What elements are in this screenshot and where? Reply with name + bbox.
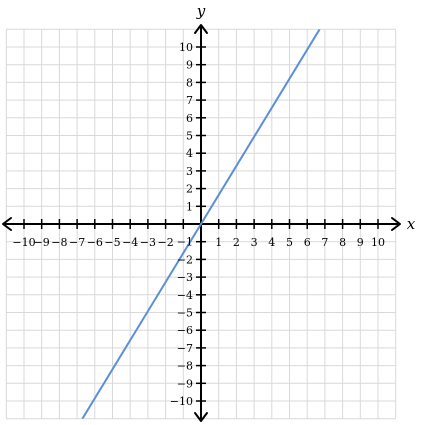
x-tick-label: 8	[339, 236, 346, 249]
y-tick-label: −8	[177, 360, 193, 373]
x-tick-label: −9	[34, 236, 50, 249]
y-tick-label: 7	[186, 94, 193, 107]
y-tick-label: 4	[186, 147, 193, 160]
x-axis-label: x	[407, 215, 416, 233]
y-axis-arrow-up	[194, 24, 208, 34]
tick-labels: −10−9 −8 −7 −6 −5 −4 −3 −2 1 2 3 4 5 6 7 8 9 101098765432…	[12, 41, 385, 408]
y-tick-label: −3	[177, 271, 193, 284]
y-tick-label: −5	[177, 307, 193, 320]
x-axis-arrow-left	[2, 217, 12, 231]
y-tick-label: 9	[186, 59, 193, 72]
y-tick-label: −1	[177, 236, 193, 249]
x-tick-label: −5	[104, 236, 120, 249]
y-tick-label: 10	[179, 41, 193, 54]
x-tick-label: 3	[251, 236, 258, 249]
series	[81, 29, 321, 419]
x-tick-label: −8	[51, 236, 67, 249]
x-tick-label: −4	[122, 236, 138, 249]
x-tick-label: 7	[321, 236, 328, 249]
y-tick-label: 1	[186, 200, 193, 213]
series-line	[81, 29, 321, 419]
x-tick-label: 4	[268, 236, 275, 249]
y-axis-label: y	[196, 2, 206, 20]
x-tick-label: −7	[69, 236, 85, 249]
y-tick-label: 8	[186, 76, 193, 89]
x-tick-label: 10	[371, 236, 385, 249]
y-tick-label: 3	[186, 165, 193, 178]
ticks	[23, 46, 379, 402]
y-tick-label: −4	[177, 289, 193, 302]
x-axis-arrow-right	[391, 217, 401, 231]
y-tick-label: −6	[177, 324, 193, 337]
y-tick-label: −10	[170, 395, 193, 408]
x-tick-label: 1	[215, 236, 222, 249]
y-tick-label: −9	[177, 377, 193, 390]
x-tick-label: 5	[286, 236, 293, 249]
x-tick-label: 6	[304, 236, 311, 249]
x-tick-label: −10	[12, 236, 35, 249]
x-tick-label: −3	[140, 236, 156, 249]
x-tick-label: 2	[233, 236, 240, 249]
y-tick-label: −7	[177, 342, 193, 355]
y-tick-label: 2	[186, 183, 193, 196]
y-tick-label: 5	[186, 130, 193, 143]
y-tick-label: −2	[177, 253, 193, 266]
x-tick-label: −6	[87, 236, 103, 249]
x-tick-label: −2	[157, 236, 173, 249]
x-tick-label: 9	[357, 236, 364, 249]
y-axis-arrow-down	[194, 412, 208, 422]
y-tick-label: 6	[186, 112, 193, 125]
